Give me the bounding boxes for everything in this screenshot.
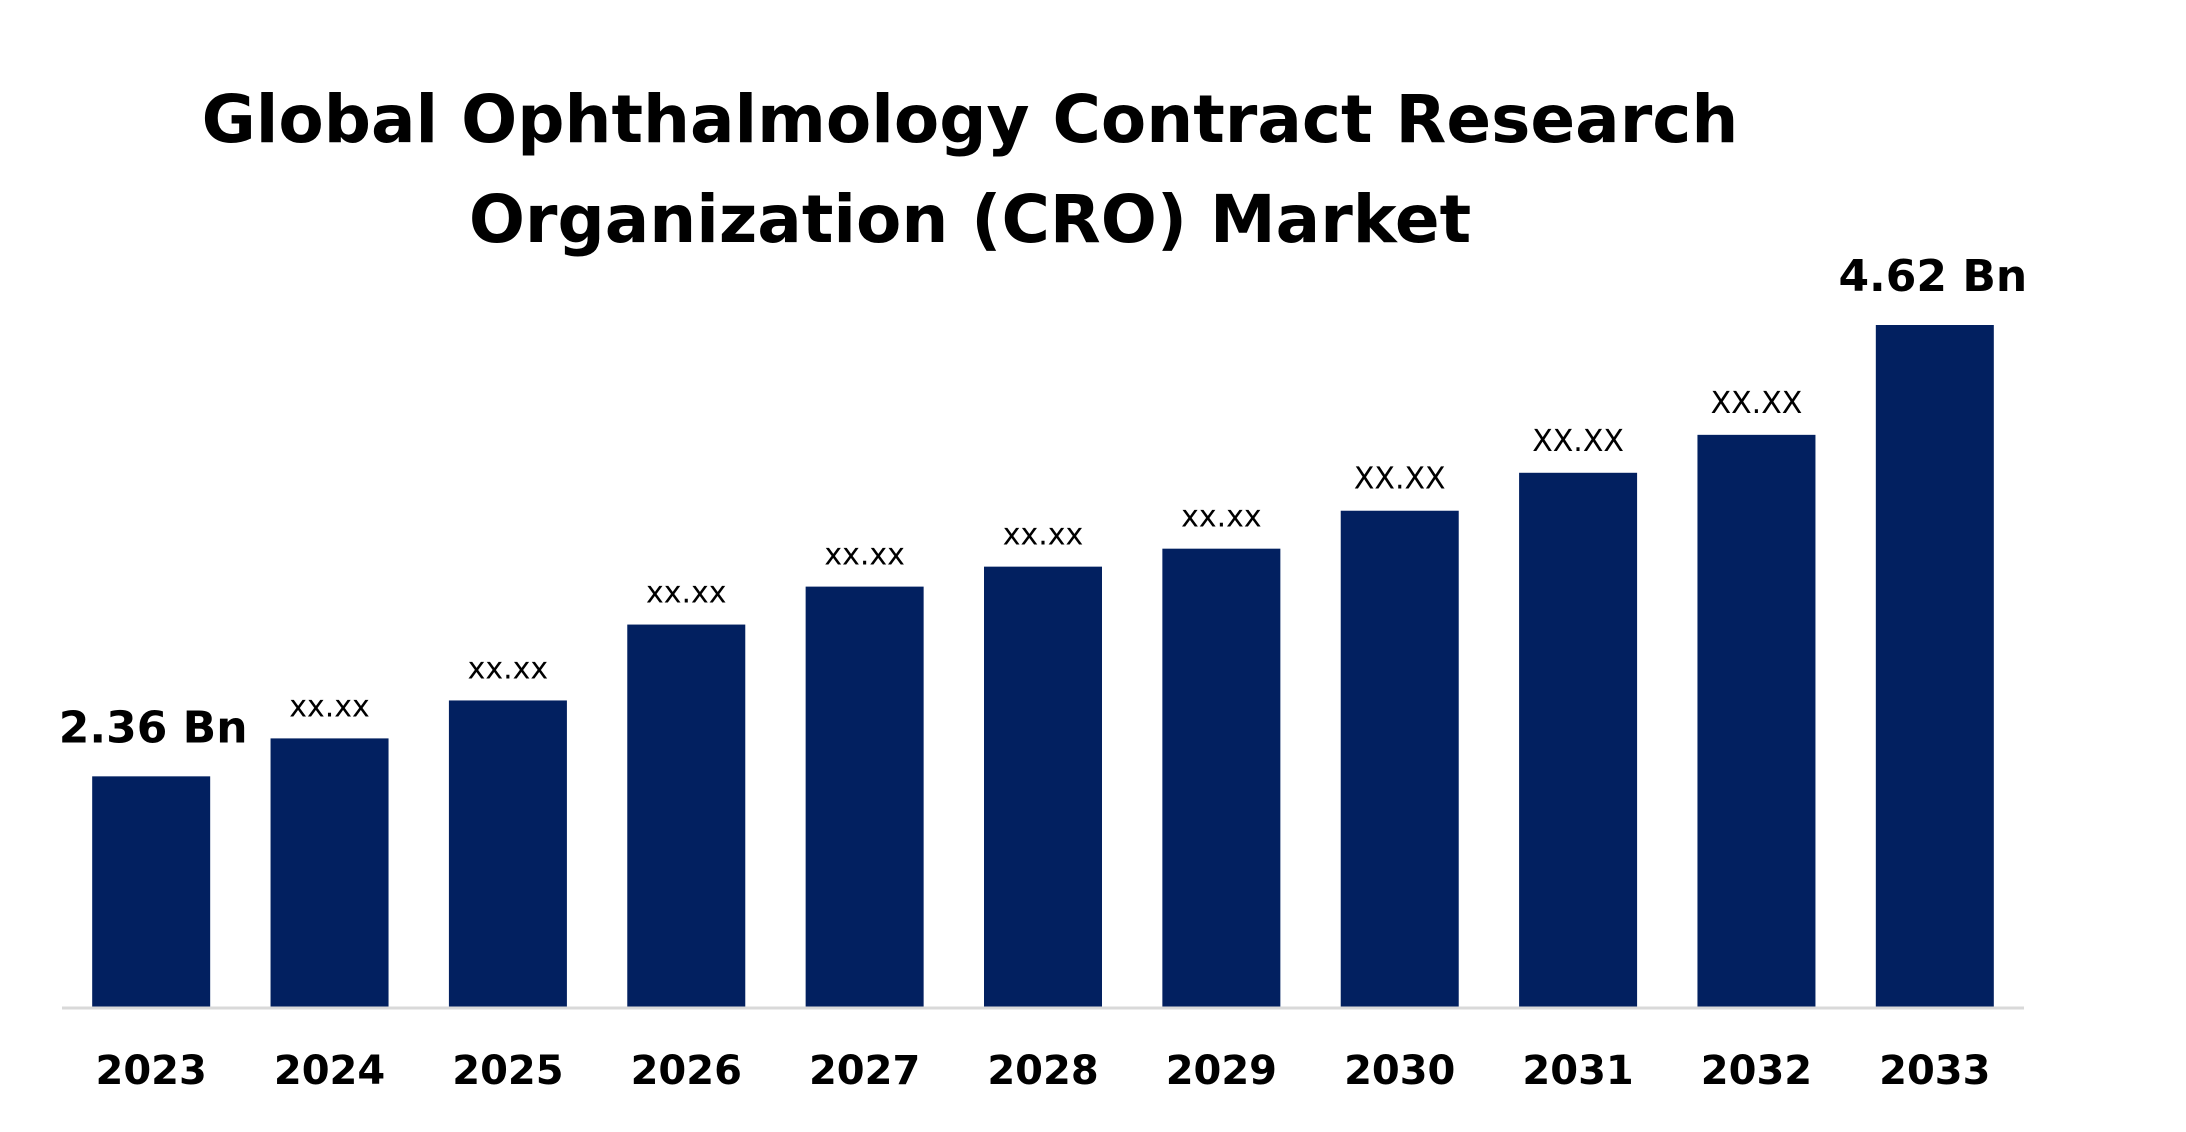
x-tick-label-2029: 2029 xyxy=(1166,1048,1277,1094)
data-label-2023: 2.36 Bn xyxy=(59,702,248,753)
x-tick-label-2025: 2025 xyxy=(452,1048,563,1094)
data-label-2025: xx.xx xyxy=(468,651,549,686)
bar-2030 xyxy=(1340,510,1459,1008)
data-label-2031: XX.XX xyxy=(1532,424,1624,459)
chart-title: Global Ophthalmology Contract Research O… xyxy=(0,70,1940,270)
labels-layer: 2.36 Bn xx.xx xx.xx xx.xx xx.xx xx.xx xx.xx XX.… xyxy=(59,251,2027,753)
x-tick-label-2026: 2026 xyxy=(631,1048,742,1094)
bar-2023 xyxy=(92,776,211,1008)
data-label-2024: xx.xx xyxy=(289,689,370,724)
x-tick-label-2032: 2032 xyxy=(1701,1048,1812,1094)
x-tick-label-2031: 2031 xyxy=(1522,1048,1633,1094)
data-label-2027: xx.xx xyxy=(824,538,905,573)
x-tick-labels: 2023 2024 2025 2026 2027 2028 2029 2030 2031 2032… xyxy=(96,1048,1991,1094)
bar-2029 xyxy=(1162,548,1281,1008)
data-label-2033: 4.62 Bn xyxy=(1838,251,2027,302)
bar-2025 xyxy=(448,700,567,1008)
chart-title-line-1: Global Ophthalmology Contract Research xyxy=(201,81,1739,158)
bar-2033 xyxy=(1875,325,1994,1008)
x-tick-label-2023: 2023 xyxy=(96,1048,207,1094)
data-label-2029: xx.xx xyxy=(1181,500,1262,535)
bar-2032 xyxy=(1697,434,1816,1008)
data-label-2026: xx.xx xyxy=(646,576,727,611)
x-tick-label-2028: 2028 xyxy=(987,1048,1098,1094)
chart-title-line-2: Organization (CRO) Market xyxy=(468,181,1472,258)
data-label-2030: XX.XX xyxy=(1354,462,1446,497)
bar-2024 xyxy=(270,738,389,1008)
bar-2028 xyxy=(984,566,1102,1008)
bars-layer xyxy=(92,325,1994,1008)
x-tick-label-2027: 2027 xyxy=(809,1048,920,1094)
bar-2026 xyxy=(627,624,746,1008)
bar-2027 xyxy=(805,586,924,1008)
bar-2031 xyxy=(1519,472,1638,1008)
x-tick-label-2033: 2033 xyxy=(1879,1048,1990,1094)
data-label-2032: XX.XX xyxy=(1711,386,1803,421)
x-tick-label-2030: 2030 xyxy=(1344,1048,1455,1094)
x-tick-label-2024: 2024 xyxy=(274,1048,385,1094)
data-label-2028: xx.xx xyxy=(1003,518,1084,553)
